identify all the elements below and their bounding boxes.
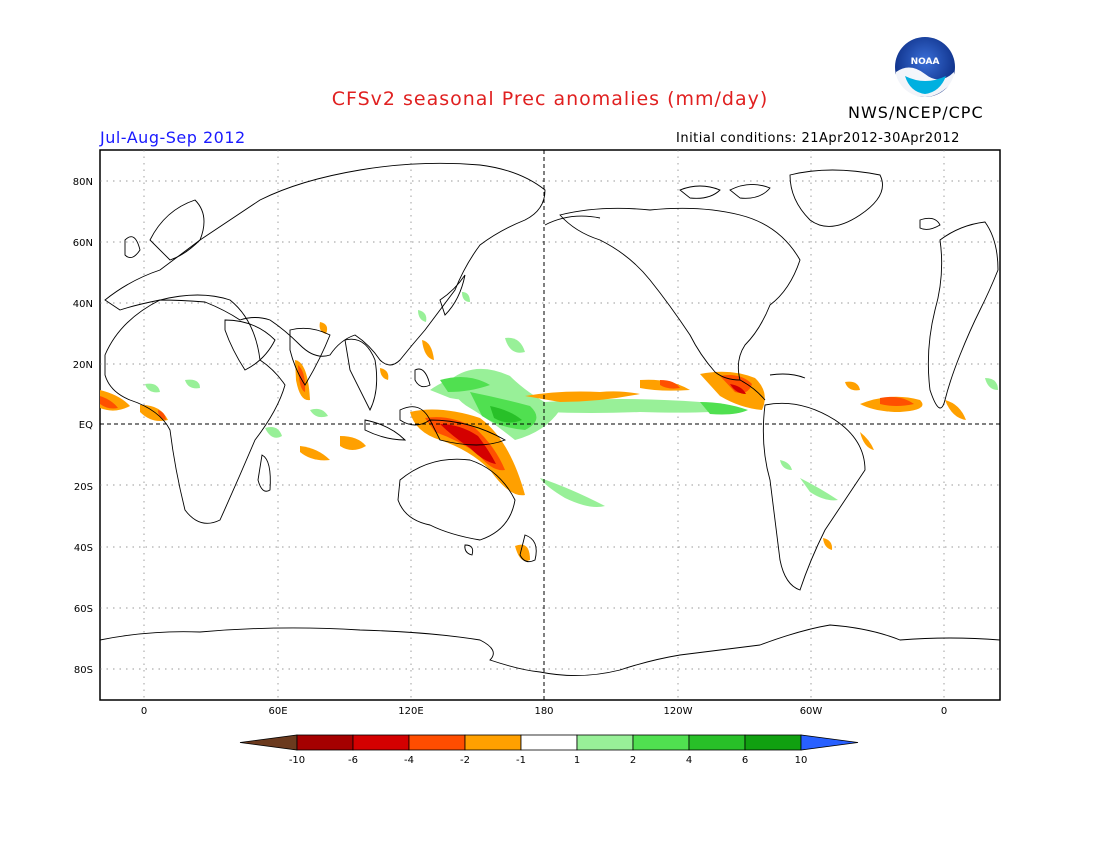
- organization-label: NWS/NCEP/CPC: [848, 103, 984, 122]
- colorbar-segment: [352, 734, 410, 751]
- lon-label: 120E: [398, 706, 423, 717]
- lat-label: 40S: [74, 543, 93, 554]
- colorbar-labels: -10 -6 -4 -2 -1 1 2 4 6 10: [289, 755, 808, 766]
- coastlines: [100, 162, 1000, 676]
- lon-label: 60W: [800, 706, 823, 717]
- lon-label: 60E: [268, 706, 287, 717]
- lat-label: EQ: [79, 420, 93, 431]
- latitude-labels: 80N 60N 40N 20N EQ 20S 40S 60S 80S: [73, 177, 93, 676]
- colorbar-level-label: 4: [686, 755, 692, 766]
- colorbar-segment: [408, 734, 466, 751]
- longitude-labels: 0 60E 120E 180 120W 60W 0: [141, 706, 947, 717]
- noaa-logo-text: NOAA: [911, 57, 940, 67]
- colorbar-level-label: -4: [404, 755, 414, 766]
- colorbar-level-label: -2: [460, 755, 470, 766]
- dry-strong-areas: [440, 384, 746, 464]
- lon-label: 0: [941, 706, 947, 717]
- colorbar-level-label: 2: [630, 755, 636, 766]
- colorbar-segment: [464, 734, 522, 751]
- map-frame: [99, 149, 1001, 701]
- colorbar-segment: [576, 734, 634, 751]
- colorbar-level-label: -1: [516, 755, 526, 766]
- colorbar-level-label: 1: [574, 755, 580, 766]
- anomaly-patches: [100, 292, 998, 562]
- wet-strong-areas: [490, 406, 522, 423]
- lat-label: 60S: [74, 604, 93, 615]
- colorbar-level-label: 10: [795, 755, 808, 766]
- lat-label: 40N: [73, 299, 93, 310]
- lon-label: 180: [534, 706, 553, 717]
- colorbar-segment: [744, 734, 802, 751]
- lat-label: 20N: [73, 360, 93, 371]
- initial-conditions-label: Initial conditions: 21Apr2012-30Apr2012: [676, 131, 960, 146]
- noaa-logo: NOAA: [895, 37, 955, 97]
- lat-label: 60N: [73, 238, 93, 249]
- lat-label: 20S: [74, 482, 93, 493]
- colorbar-arrow-left: [239, 734, 298, 751]
- colorbar-level-label: -6: [348, 755, 358, 766]
- lon-label: 120W: [664, 706, 693, 717]
- colorbar-level-label: -10: [289, 755, 305, 766]
- lon-label: 0: [141, 706, 147, 717]
- colorbar-segment: [632, 734, 690, 751]
- grid-lines: [100, 150, 1000, 700]
- lat-label: 80N: [73, 177, 93, 188]
- chart-title: CFSv2 seasonal Prec anomalies (mm/day): [331, 88, 769, 110]
- colorbar-segment: [296, 734, 354, 751]
- colorbar-segment: [520, 734, 578, 751]
- lat-label: 80S: [74, 665, 93, 676]
- colorbar-level-label: 6: [742, 755, 748, 766]
- season-label: Jul-Aug-Sep 2012: [100, 128, 246, 147]
- colorbar-segment: [688, 734, 746, 751]
- colorbar: [239, 734, 859, 751]
- colorbar-arrow-right: [800, 734, 859, 751]
